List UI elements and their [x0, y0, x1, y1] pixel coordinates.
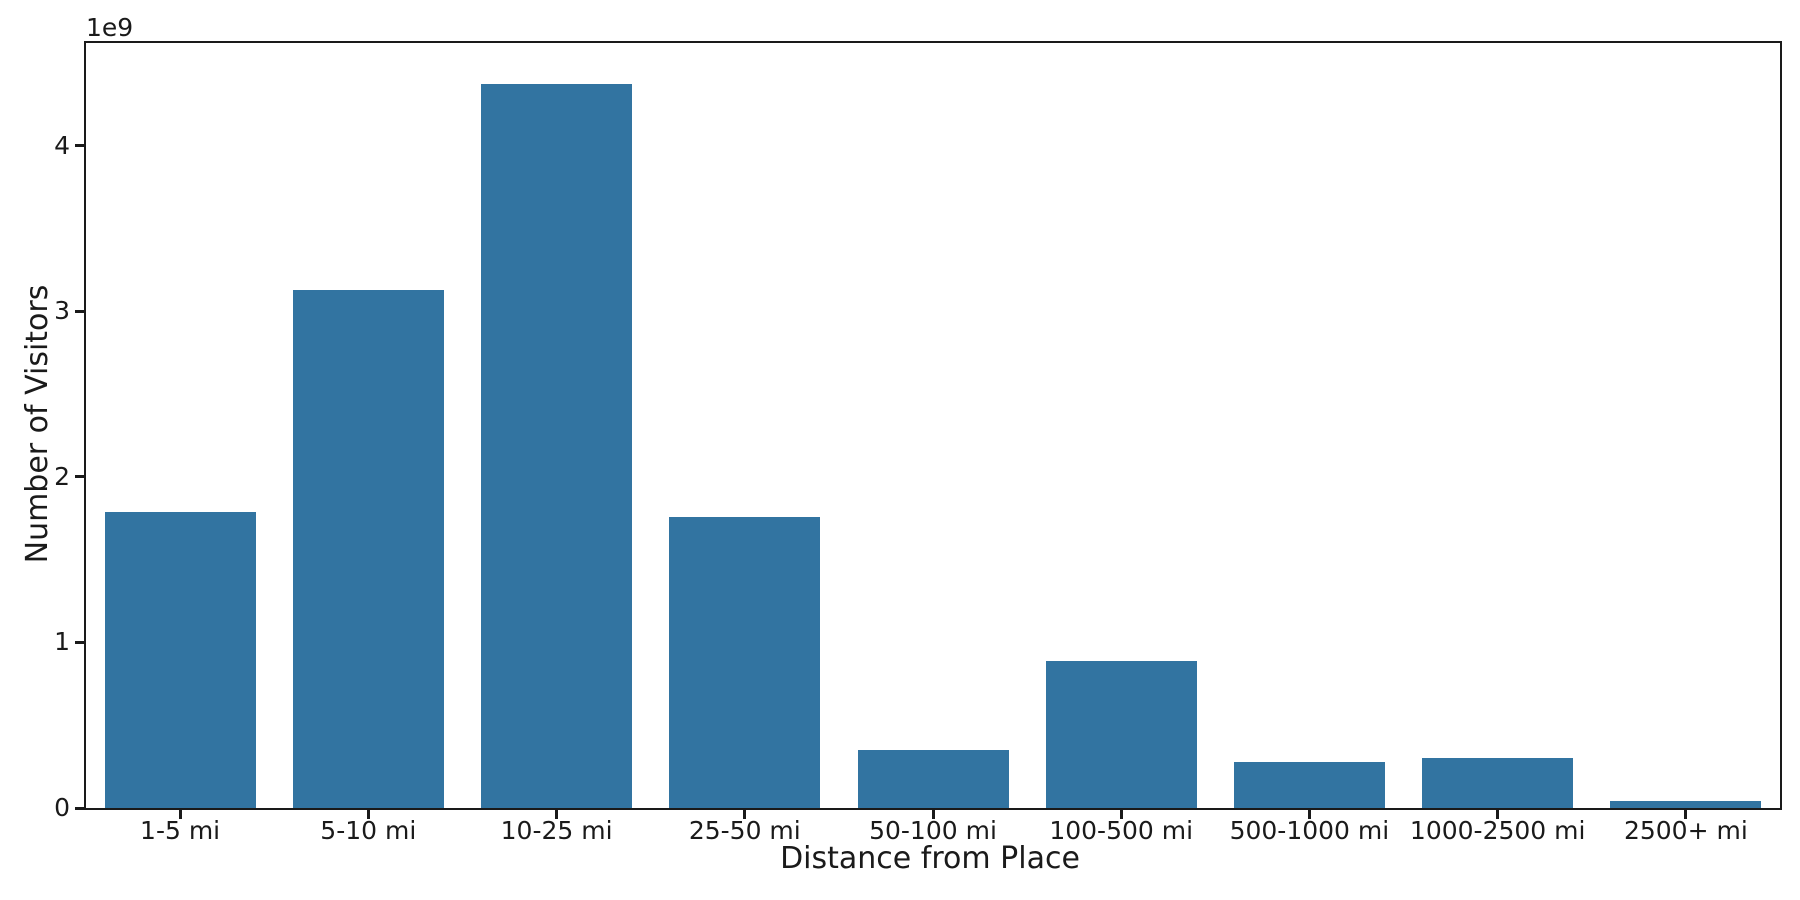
- x-tick-label: 1-5 mi: [140, 816, 221, 845]
- bar-25-50-mi: [669, 517, 821, 808]
- x-tick-mark: [1496, 810, 1500, 819]
- bar-1000-2500-mi: [1422, 758, 1574, 808]
- y-tick-label: 3: [54, 296, 70, 326]
- y-tick-label: 1: [54, 627, 70, 657]
- x-tick-label: 100-500 mi: [1049, 816, 1194, 845]
- x-tick-mark: [1684, 810, 1688, 819]
- x-tick-mark: [366, 810, 370, 819]
- y-tick-mark: [75, 144, 84, 148]
- plot-area: [84, 41, 1782, 810]
- y-tick-mark: [75, 309, 84, 313]
- bar-10-25-mi: [481, 84, 633, 808]
- x-tick-mark: [931, 810, 935, 819]
- y-tick-label: 2: [54, 461, 70, 491]
- x-tick-mark: [1119, 810, 1123, 819]
- bar-50-100-mi: [857, 750, 1009, 808]
- bar-500-1000-mi: [1233, 762, 1385, 808]
- x-tick-mark: [1307, 810, 1311, 819]
- y-axis-offset-text: 1e9: [86, 13, 134, 42]
- x-axis-label: Distance from Place: [780, 841, 1080, 876]
- x-tick-label: 50-100 mi: [869, 816, 997, 845]
- x-tick-label: 10-25 mi: [500, 816, 613, 845]
- x-tick-label: 5-10 mi: [320, 816, 417, 845]
- y-tick-mark: [75, 640, 84, 644]
- y-tick-label: 4: [54, 130, 70, 160]
- x-tick-mark: [555, 810, 559, 819]
- x-tick-label: 2500+ mi: [1623, 816, 1748, 845]
- bar-1-5-mi: [104, 512, 256, 808]
- bar-2500+-mi: [1610, 801, 1762, 808]
- bar-100-500-mi: [1045, 661, 1197, 808]
- x-tick-label: 25-50 mi: [688, 816, 801, 845]
- x-tick-label: 1000-2500 mi: [1409, 816, 1586, 845]
- y-axis-label-text: Number of Visitors: [20, 284, 55, 564]
- y-tick-mark: [75, 475, 84, 479]
- x-tick-label: 500-1000 mi: [1229, 816, 1390, 845]
- x-tick-mark: [743, 810, 747, 819]
- x-tick-mark: [178, 810, 182, 819]
- y-tick-label: 0: [54, 793, 70, 822]
- y-tick-mark: [75, 806, 84, 810]
- bar-5-10-mi: [292, 290, 444, 808]
